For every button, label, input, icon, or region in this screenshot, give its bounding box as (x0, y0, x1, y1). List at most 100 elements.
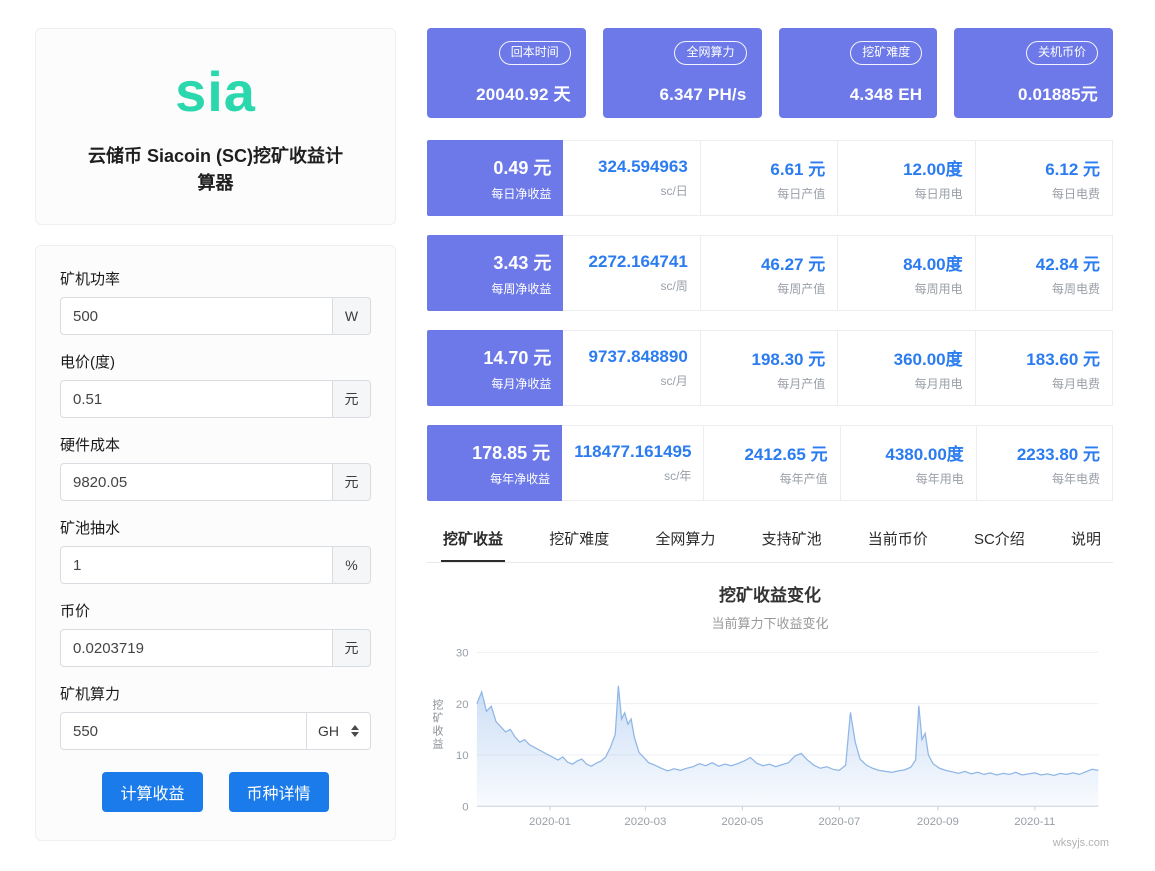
field-input[interactable] (60, 380, 333, 419)
coin-amount-cell: 324.594963 sc/日 (563, 140, 701, 216)
input-group: 元 (60, 463, 371, 502)
chart-ylabel: 挖矿收益 (431, 698, 443, 751)
form-field-hashrate: 矿机算力 GH (60, 683, 371, 751)
cell-value: 324.594963 (597, 157, 688, 176)
cell-value: 6.12 元 (1045, 159, 1101, 179)
hashrate-input[interactable] (60, 712, 307, 751)
net-earnings-value: 3.43 元 (493, 253, 552, 273)
coin-details-button[interactable]: 币种详情 (228, 772, 329, 813)
cell-value: 2233.80 元 (1016, 444, 1100, 464)
form-buttons: 计算收益 币种详情 (60, 772, 371, 816)
tab[interactable]: 当前币价 (867, 531, 928, 548)
stat-value: 0.01885元 (1017, 85, 1098, 104)
cell-label: 每周用电 (914, 281, 963, 296)
tab[interactable]: SC介绍 (973, 531, 1025, 548)
cell-value: 9737.848890 (588, 347, 688, 366)
svg-text:2020-09: 2020-09 (917, 816, 959, 828)
svg-text:2020-03: 2020-03 (624, 816, 666, 828)
input-group: 元 (60, 629, 371, 668)
power-cost-cell: 183.60 元 每月电费 (975, 330, 1114, 406)
chart-subtitle: 当前算力下收益变化 (711, 616, 829, 631)
power-usage-cell: 4380.00度 每年用电 (840, 425, 977, 501)
input-group: % (60, 546, 371, 585)
field-label: 币价 (60, 603, 91, 621)
net-earnings-label: 每月净收益 (491, 377, 552, 391)
hashrate-unit-select[interactable]: GH (307, 712, 371, 751)
net-earnings-cell: 3.43 元 每周净收益 (427, 235, 564, 311)
stat-badge: 关机币价 (1025, 41, 1098, 65)
field-label: 硬件成本 (60, 437, 121, 455)
stat-card: 回本时间 20040.92 天 (427, 28, 586, 118)
cell-label: 每月电费 (1052, 376, 1101, 391)
form-field: 电价(度) 元 (60, 351, 371, 419)
sia-logo: sia (175, 60, 256, 123)
cell-value: 198.30 元 (751, 349, 826, 369)
coin-amount-cell: 2272.164741 sc/周 (563, 235, 701, 311)
net-earnings-label: 每年净收益 (490, 472, 551, 486)
power-usage-cell: 84.00度 每周用电 (838, 235, 976, 311)
tab[interactable]: 挖矿难度 (549, 531, 610, 548)
field-label: 矿机算力 (60, 686, 121, 704)
chart-title: 挖矿收益变化 (719, 586, 821, 605)
stat-badge: 挖矿难度 (850, 41, 923, 65)
cell-label: sc/年 (664, 469, 692, 483)
cell-value: 42.84 元 (1035, 254, 1101, 274)
earnings-table: 0.49 元 每日净收益 324.594963 sc/日 6.61 元 每日产值… (427, 140, 1114, 501)
field-input[interactable] (60, 629, 333, 668)
cell-label: 每年产值 (779, 471, 828, 486)
form-field: 硬件成本 元 (60, 434, 371, 502)
input-group: 元 (60, 380, 371, 419)
cell-label: 每年电费 (1051, 471, 1100, 486)
net-earnings-cell: 14.70 元 每月净收益 (427, 330, 564, 406)
unit-addon: % (333, 546, 371, 585)
svg-text:2020-11: 2020-11 (1014, 816, 1055, 828)
hashrate-unit-label: GH (318, 723, 339, 740)
power-usage-cell: 12.00度 每日用电 (838, 140, 976, 216)
stat-badge: 回本时间 (498, 41, 571, 65)
earnings-chart-svg: 0 10 20 30 2020-01 2020-03 2020-05 2020-07 2020-… (456, 648, 1099, 828)
earnings-chart: 挖矿收益 0 10 20 30 2020-01 2020-03 2020-05 2020-07… (427, 642, 1113, 850)
tab-bar: 挖矿收益 挖矿难度 全网算力 支持矿池 当前币价 SC介绍 说明 (427, 520, 1113, 563)
cell-value: 360.00度 (893, 349, 963, 369)
cell-value: 12.00度 (903, 159, 963, 179)
field-input[interactable] (60, 463, 333, 502)
tab[interactable]: 支持矿池 (761, 531, 822, 548)
coin-amount-cell: 9737.848890 sc/月 (563, 330, 701, 406)
net-earnings-cell: 0.49 元 每日净收益 (427, 140, 564, 216)
svg-text:2020-07: 2020-07 (818, 816, 860, 828)
page-title: 云储币 Siacoin (SC)挖矿收益计算器 (87, 145, 343, 194)
cell-value: 2412.65 元 (744, 444, 828, 464)
calculate-button[interactable]: 计算收益 (102, 772, 203, 813)
tab[interactable]: 全网算力 (655, 531, 716, 548)
stat-badge: 全网算力 (674, 41, 747, 65)
tab[interactable]: 说明 (1070, 531, 1101, 548)
power-usage-cell: 360.00度 每月用电 (838, 330, 976, 406)
calculator-form: 矿机功率 W 电价(度) 元 硬件成本 (35, 245, 396, 842)
input-group: W (60, 297, 371, 336)
cell-label: 每周产值 (777, 281, 826, 296)
app-header-card: sia 云储币 Siacoin (SC)挖矿收益计算器 (35, 28, 396, 226)
cell-label: 每周电费 (1052, 281, 1101, 296)
stat-value: 20040.92 天 (476, 85, 571, 104)
earnings-row: 0.49 元 每日净收益 324.594963 sc/日 6.61 元 每日产值… (427, 140, 1114, 216)
net-earnings-cell: 178.85 元 每年净收益 (427, 425, 563, 501)
gross-value-cell: 6.61 元 每日产值 (700, 140, 839, 216)
unit-addon: 元 (333, 629, 371, 668)
cell-label: sc/月 (660, 374, 688, 388)
cell-value: 2272.164741 (588, 252, 688, 271)
power-cost-cell: 6.12 元 每日电费 (975, 140, 1114, 216)
svg-text:2020-01: 2020-01 (529, 816, 571, 828)
net-earnings-value: 0.49 元 (493, 158, 552, 178)
stat-value: 4.348 EH (849, 85, 923, 104)
field-input[interactable] (60, 546, 333, 585)
field-input[interactable] (60, 297, 333, 336)
tab[interactable]: 挖矿收益 (441, 520, 506, 562)
cell-value: 183.60 元 (1026, 349, 1101, 369)
gross-value-cell: 198.30 元 每月产值 (700, 330, 839, 406)
main: 回本时间 20040.92 天 全网算力 6.347 PH/s 挖矿难度 4.3… (427, 28, 1114, 851)
unit-addon: 元 (333, 463, 371, 502)
net-earnings-value: 14.70 元 (483, 348, 552, 368)
form-field: 币价 元 (60, 600, 371, 668)
earnings-row: 178.85 元 每年净收益 118477.161495 sc/年 2412.6… (427, 425, 1113, 501)
svg-text:10: 10 (456, 750, 469, 762)
